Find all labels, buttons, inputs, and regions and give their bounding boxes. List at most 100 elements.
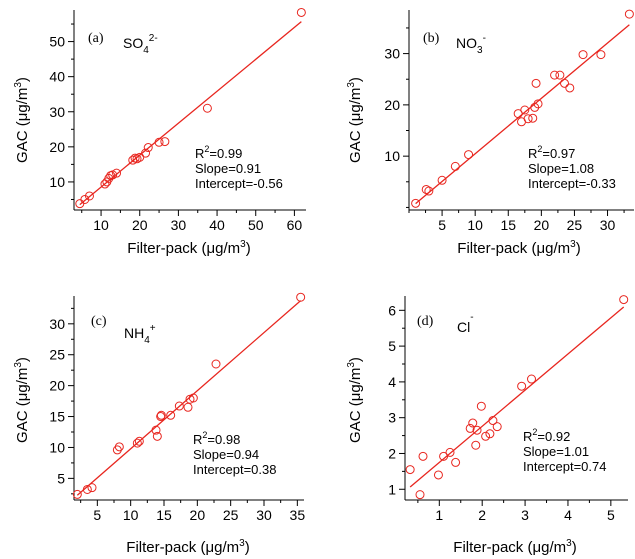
panel-d-data-point bbox=[472, 425, 482, 435]
panel-c-x-tick-label: 25 bbox=[223, 507, 239, 523]
panel-d-r2: R2=0.92 bbox=[523, 427, 570, 444]
panel-c-y-tick-label: 10 bbox=[49, 439, 65, 455]
panel-c-y-tick-label: 5 bbox=[57, 470, 65, 486]
panel-c-x-tick-label: 10 bbox=[123, 507, 139, 523]
panel-d-x-tick-label: 1 bbox=[435, 507, 443, 523]
panel-a-y-tick-label: 10 bbox=[49, 174, 65, 190]
panel-d-data-point bbox=[468, 418, 478, 428]
panel-c-data-point bbox=[114, 442, 124, 452]
panel-d-points bbox=[405, 295, 629, 500]
panel-c-data-point bbox=[188, 393, 198, 403]
panel-d-data-point bbox=[405, 465, 415, 475]
panel-a-y-axis-title: GAC (μg/m3) bbox=[13, 77, 31, 163]
panel-c-data-point bbox=[156, 410, 166, 420]
panel-d-data-point bbox=[439, 451, 449, 461]
panel-c-stats: R2=0.98 Slope=0.94 Intercept=0.38 bbox=[193, 430, 276, 477]
panel-a: 10 20 30 40 50 60 10 20 30 40 50 (a) SO42- R2=0.99… bbox=[13, 7, 306, 257]
panel-a-y-tick-label: 30 bbox=[49, 104, 65, 120]
panel-b-data-point bbox=[624, 9, 634, 19]
panel-d-data-point bbox=[481, 431, 491, 441]
panel-b-points bbox=[411, 9, 634, 208]
panel-d-species: Cl- bbox=[457, 312, 474, 335]
panel-b-data-point bbox=[578, 50, 588, 60]
panel-c-data-point bbox=[183, 402, 193, 412]
panel-a-data-point bbox=[141, 148, 151, 158]
panel-d-intercept: Intercept=0.74 bbox=[523, 459, 606, 474]
panel-d-data-point bbox=[527, 374, 537, 384]
panel-c-data-point bbox=[72, 489, 82, 499]
panel-d-y-tick-label: 2 bbox=[388, 445, 396, 461]
panel-a-x-tick-label: 30 bbox=[171, 217, 187, 233]
panel-b-slope: Slope=1.08 bbox=[528, 161, 594, 176]
panel-d-data-point bbox=[492, 422, 502, 432]
panel-a-data-point bbox=[112, 168, 122, 178]
panel-b-data-point bbox=[411, 198, 421, 208]
panel-a-data-point bbox=[202, 103, 212, 113]
panel-a-points bbox=[75, 7, 306, 209]
panel-b-species: NO3- bbox=[456, 33, 486, 56]
panel-c-data-point bbox=[174, 401, 184, 411]
panel-b-data-point bbox=[555, 70, 565, 80]
panel-b-x-tick-label: 15 bbox=[500, 217, 516, 233]
panel-c-y-axis-title: GAC (μg/m3) bbox=[13, 357, 31, 443]
panel-b-x-tick-label: 30 bbox=[600, 217, 616, 233]
panel-b-x-axis-title: Filter-pack (μg/m3) bbox=[457, 239, 580, 257]
panel-a-data-point bbox=[160, 137, 170, 147]
panel-a-intercept: Intercept=-0.56 bbox=[195, 176, 283, 191]
panel-a-data-point bbox=[84, 191, 94, 201]
panel-d-data-point bbox=[465, 423, 475, 433]
panel-c-data-point bbox=[82, 484, 92, 494]
panel-c-data-point bbox=[296, 292, 306, 302]
panel-d-data-point bbox=[418, 451, 428, 461]
panel-d-y-tick-label: 4 bbox=[388, 374, 396, 390]
panel-d-x-tick-label: 3 bbox=[521, 507, 529, 523]
panel-b-ticks: 5 10 15 20 25 30 10 20 30 bbox=[384, 27, 625, 233]
panel-d-y-tick-label: 3 bbox=[388, 410, 396, 426]
panel-a-letter: (a) bbox=[88, 31, 104, 46]
panel-b-data-point bbox=[596, 50, 606, 60]
panel-b-r2: R2=0.97 bbox=[528, 144, 575, 161]
panel-a-species: SO42- bbox=[123, 33, 158, 56]
panel-c-points bbox=[72, 292, 306, 499]
panel-c-slope: Slope=0.94 bbox=[193, 447, 259, 462]
panel-b-data-point bbox=[533, 99, 543, 109]
panel-d-y-tick-label: 6 bbox=[388, 302, 396, 318]
panel-c-data-point bbox=[151, 425, 161, 435]
panel-b-y-tick-label: 20 bbox=[384, 97, 400, 113]
panel-b-data-point bbox=[464, 150, 474, 160]
panel-a-ticks: 10 20 30 40 50 60 10 20 30 40 50 bbox=[49, 23, 302, 233]
panel-d-ticks: 1 2 3 4 5 1 2 3 4 5 6 bbox=[388, 302, 615, 523]
panel-d-data-point bbox=[451, 457, 461, 467]
panel-c-data-point bbox=[87, 483, 97, 493]
panel-a-stats: R2=0.99 Slope=0.91 Intercept=-0.56 bbox=[195, 144, 283, 191]
panel-b-data-point bbox=[528, 113, 538, 123]
panel-d-y-tick-label: 5 bbox=[388, 338, 396, 354]
panel-d-x-axis-title: Filter-pack (μg/m3) bbox=[453, 538, 576, 556]
panel-b-data-point bbox=[424, 186, 434, 196]
panel-c-data-point bbox=[134, 436, 144, 446]
panel-b-x-tick-label: 10 bbox=[467, 217, 483, 233]
panel-a-y-tick-label: 40 bbox=[49, 69, 65, 85]
panel-b-y-tick-label: 10 bbox=[384, 148, 400, 164]
panel-c-x-tick-label: 35 bbox=[290, 507, 306, 523]
panel-d-data-point bbox=[488, 416, 498, 426]
panel-c-letter: (c) bbox=[91, 314, 107, 329]
panel-d-regression-line bbox=[409, 306, 625, 488]
panel-c-y-tick-label: 20 bbox=[49, 378, 65, 394]
panel-c-x-tick-label: 5 bbox=[93, 507, 101, 523]
panel-d-data-point bbox=[517, 381, 527, 391]
panel-b-data-point bbox=[531, 78, 541, 88]
panel-d-data-point bbox=[445, 447, 455, 457]
panel-c: 5 10 15 20 25 30 35 5 10 15 20 25 30 (c) NH4+ R2=0.9… bbox=[13, 292, 306, 556]
panel-d: 1 2 3 4 5 1 2 3 4 5 6 (d) Cl- R2=0.92 Slope=1.01 I… bbox=[346, 295, 629, 556]
panel-d-y-tick-label: 1 bbox=[388, 481, 396, 497]
panel-a-r2: R2=0.99 bbox=[195, 144, 242, 161]
panel-a-data-point bbox=[143, 143, 153, 153]
panel-d-stats: R2=0.92 Slope=1.01 Intercept=0.74 bbox=[523, 427, 606, 474]
panel-c-data-point bbox=[166, 410, 176, 420]
panel-c-r2: R2=0.98 bbox=[193, 430, 240, 447]
panel-d-x-tick-label: 2 bbox=[478, 507, 486, 523]
panel-c-data-point bbox=[132, 438, 142, 448]
panel-a-y-tick-label: 50 bbox=[49, 34, 65, 50]
panel-b-data-point bbox=[450, 161, 460, 171]
